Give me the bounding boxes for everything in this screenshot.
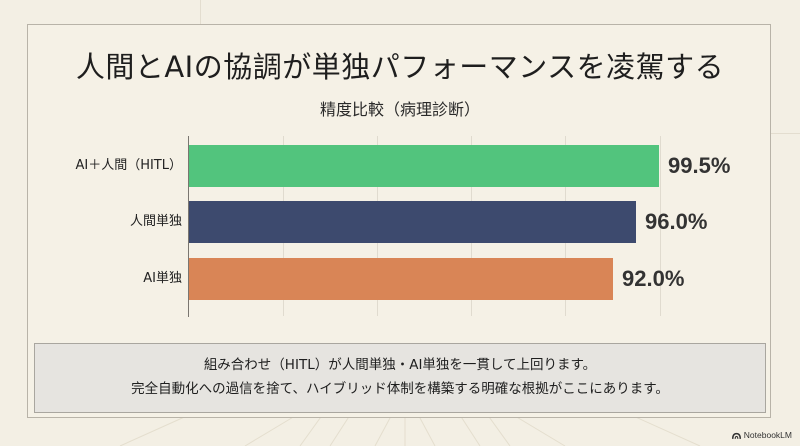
brand-label: NotebookLM: [743, 430, 792, 440]
bar-row-human: 人間単独 96.0%: [0, 201, 800, 243]
notebooklm-logo-icon: [731, 432, 741, 439]
bar-human: [189, 201, 636, 243]
slide-title: 人間とAIの協調が単独パフォーマンスを凌駕する: [75, 50, 725, 84]
bar-value: 99.5%: [668, 153, 731, 178]
chart-subtitle: 精度比較（病理診断）: [319, 100, 480, 119]
y-axis-line: [188, 136, 189, 317]
brand-watermark: NotebookLM: [731, 430, 792, 440]
bar-label: 人間単独: [129, 214, 182, 229]
callout-line-2: 完全自動化への過信を捨て、ハイブリッド体制を構築する明確な根拠がここにあります。: [131, 381, 669, 397]
gridline: [660, 136, 661, 316]
bar-label: AI＋人間（HITL）: [75, 158, 182, 173]
bar-label: AI単独: [143, 271, 182, 286]
bar-row-hitl: AI＋人間（HITL） 99.5%: [0, 145, 800, 187]
bar-row-ai: AI単独 92.0%: [0, 258, 800, 300]
callout-line-1: 組み合わせ（HITL）が人間単独・AI単独を一貫して上回ります。: [203, 357, 597, 373]
background-divider-vertical: [200, 0, 201, 25]
bar-hitl: [189, 145, 659, 187]
bar-value: 92.0%: [622, 266, 685, 291]
bar-ai: [189, 258, 613, 300]
takeaway-callout: 組み合わせ（HITL）が人間単独・AI単独を一貫して上回ります。 完全自動化への…: [34, 343, 766, 413]
bar-value: 96.0%: [645, 209, 708, 234]
background-divider-horizontal: [745, 133, 800, 134]
